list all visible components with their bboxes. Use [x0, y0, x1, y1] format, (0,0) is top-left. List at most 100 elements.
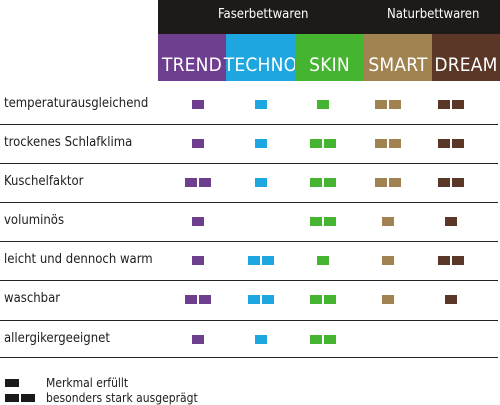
- row-divider: [0, 280, 498, 281]
- rating-mark-block: [375, 139, 387, 148]
- rating-mark-trend: [178, 335, 218, 344]
- legend-label: besonders stark ausgeprägt: [46, 391, 198, 405]
- rating-mark-block: [262, 256, 274, 265]
- rating-mark-dream: [431, 100, 471, 109]
- legend-mark-block: [5, 379, 19, 387]
- rating-mark-block: [192, 256, 204, 265]
- rating-mark-block: [185, 178, 197, 187]
- rating-mark-skin: [303, 256, 343, 265]
- rating-mark-skin: [303, 335, 343, 344]
- rating-mark-techno: [241, 335, 281, 344]
- rating-mark-block: [452, 178, 464, 187]
- rating-mark-block: [248, 256, 260, 265]
- rating-mark-block: [452, 256, 464, 265]
- rating-mark-block: [382, 256, 394, 265]
- legend-symbol: [5, 394, 35, 402]
- row-label: leicht und dennoch warm: [4, 252, 153, 267]
- rating-mark-block: [438, 100, 450, 109]
- rating-mark-skin: [303, 139, 343, 148]
- rating-mark-smart: [368, 295, 408, 304]
- row-label: voluminös: [4, 213, 65, 228]
- rating-mark-dream: [431, 295, 471, 304]
- rating-mark-block: [375, 178, 387, 187]
- rating-mark-block: [438, 139, 450, 148]
- rating-mark-block: [192, 217, 204, 226]
- row-label: waschbar: [4, 291, 61, 306]
- rating-mark-block: [199, 178, 211, 187]
- group-label-natur: Naturbettwaren: [387, 7, 480, 22]
- rating-mark-smart: [368, 178, 408, 187]
- rating-mark-dream: [431, 256, 471, 265]
- rating-mark-block: [389, 139, 401, 148]
- rating-mark-dream: [431, 139, 471, 148]
- rating-mark-block: [310, 217, 322, 226]
- rating-mark-trend: [178, 295, 218, 304]
- rating-mark-trend: [178, 139, 218, 148]
- rating-mark-block: [255, 335, 267, 344]
- rating-mark-block: [185, 295, 197, 304]
- rating-mark-block: [255, 100, 267, 109]
- rating-mark-dream: [431, 178, 471, 187]
- rating-mark-block: [317, 100, 329, 109]
- rating-mark-block: [324, 139, 336, 148]
- rating-mark-block: [445, 295, 457, 304]
- legend-mark-block: [5, 394, 19, 402]
- rating-mark-block: [317, 256, 329, 265]
- rating-mark-block: [192, 335, 204, 344]
- row-label: temperaturausgleichend: [4, 96, 149, 111]
- row-divider: [0, 124, 498, 125]
- group-label-faser: Faserbettwaren: [218, 7, 309, 22]
- rating-mark-smart: [368, 256, 408, 265]
- column-header-dream: DREAM: [432, 34, 500, 81]
- rating-mark-block: [310, 295, 322, 304]
- rating-mark-block: [310, 335, 322, 344]
- row-divider: [0, 241, 498, 242]
- rating-mark-techno: [241, 100, 281, 109]
- legend-symbol: [5, 379, 19, 387]
- row-divider: [0, 163, 498, 164]
- rating-mark-block: [310, 178, 322, 187]
- rating-mark-block: [382, 295, 394, 304]
- rating-mark-block: [389, 100, 401, 109]
- rating-mark-skin: [303, 217, 343, 226]
- rating-mark-trend: [178, 100, 218, 109]
- row-divider: [0, 320, 498, 321]
- rating-mark-block: [389, 178, 401, 187]
- rating-mark-block: [324, 335, 336, 344]
- rating-mark-block: [375, 100, 387, 109]
- rating-mark-dream: [431, 217, 471, 226]
- rating-mark-smart: [368, 139, 408, 148]
- rating-mark-techno: [241, 256, 281, 265]
- column-header-techno: TECHNO: [224, 34, 297, 81]
- rating-mark-block: [438, 178, 450, 187]
- rating-mark-block: [262, 295, 274, 304]
- rating-mark-block: [324, 217, 336, 226]
- rating-mark-block: [199, 295, 211, 304]
- rating-mark-techno: [241, 295, 281, 304]
- rating-mark-skin: [303, 100, 343, 109]
- rating-mark-smart: [368, 217, 408, 226]
- rating-mark-trend: [178, 178, 218, 187]
- rating-mark-block: [192, 139, 204, 148]
- legend-mark-block: [21, 394, 35, 402]
- rating-mark-block: [255, 139, 267, 148]
- column-header-smart: SMART: [364, 34, 432, 81]
- column-header-skin: SKIN: [295, 34, 364, 81]
- rating-mark-block: [324, 295, 336, 304]
- row-divider: [0, 202, 498, 203]
- column-header-trend: TREND: [158, 34, 226, 81]
- rating-mark-block: [452, 100, 464, 109]
- rating-mark-block: [452, 139, 464, 148]
- row-label: Kuschelfaktor: [4, 174, 84, 189]
- rating-mark-block: [324, 178, 336, 187]
- rating-mark-trend: [178, 217, 218, 226]
- rating-mark-block: [192, 100, 204, 109]
- rating-mark-block: [255, 178, 267, 187]
- rating-mark-block: [310, 139, 322, 148]
- rating-mark-block: [382, 217, 394, 226]
- legend-label: Merkmal erfüllt: [46, 376, 129, 390]
- rating-mark-smart: [368, 100, 408, 109]
- rating-mark-skin: [303, 295, 343, 304]
- rating-mark-block: [445, 217, 457, 226]
- header-group-bar: [158, 0, 500, 34]
